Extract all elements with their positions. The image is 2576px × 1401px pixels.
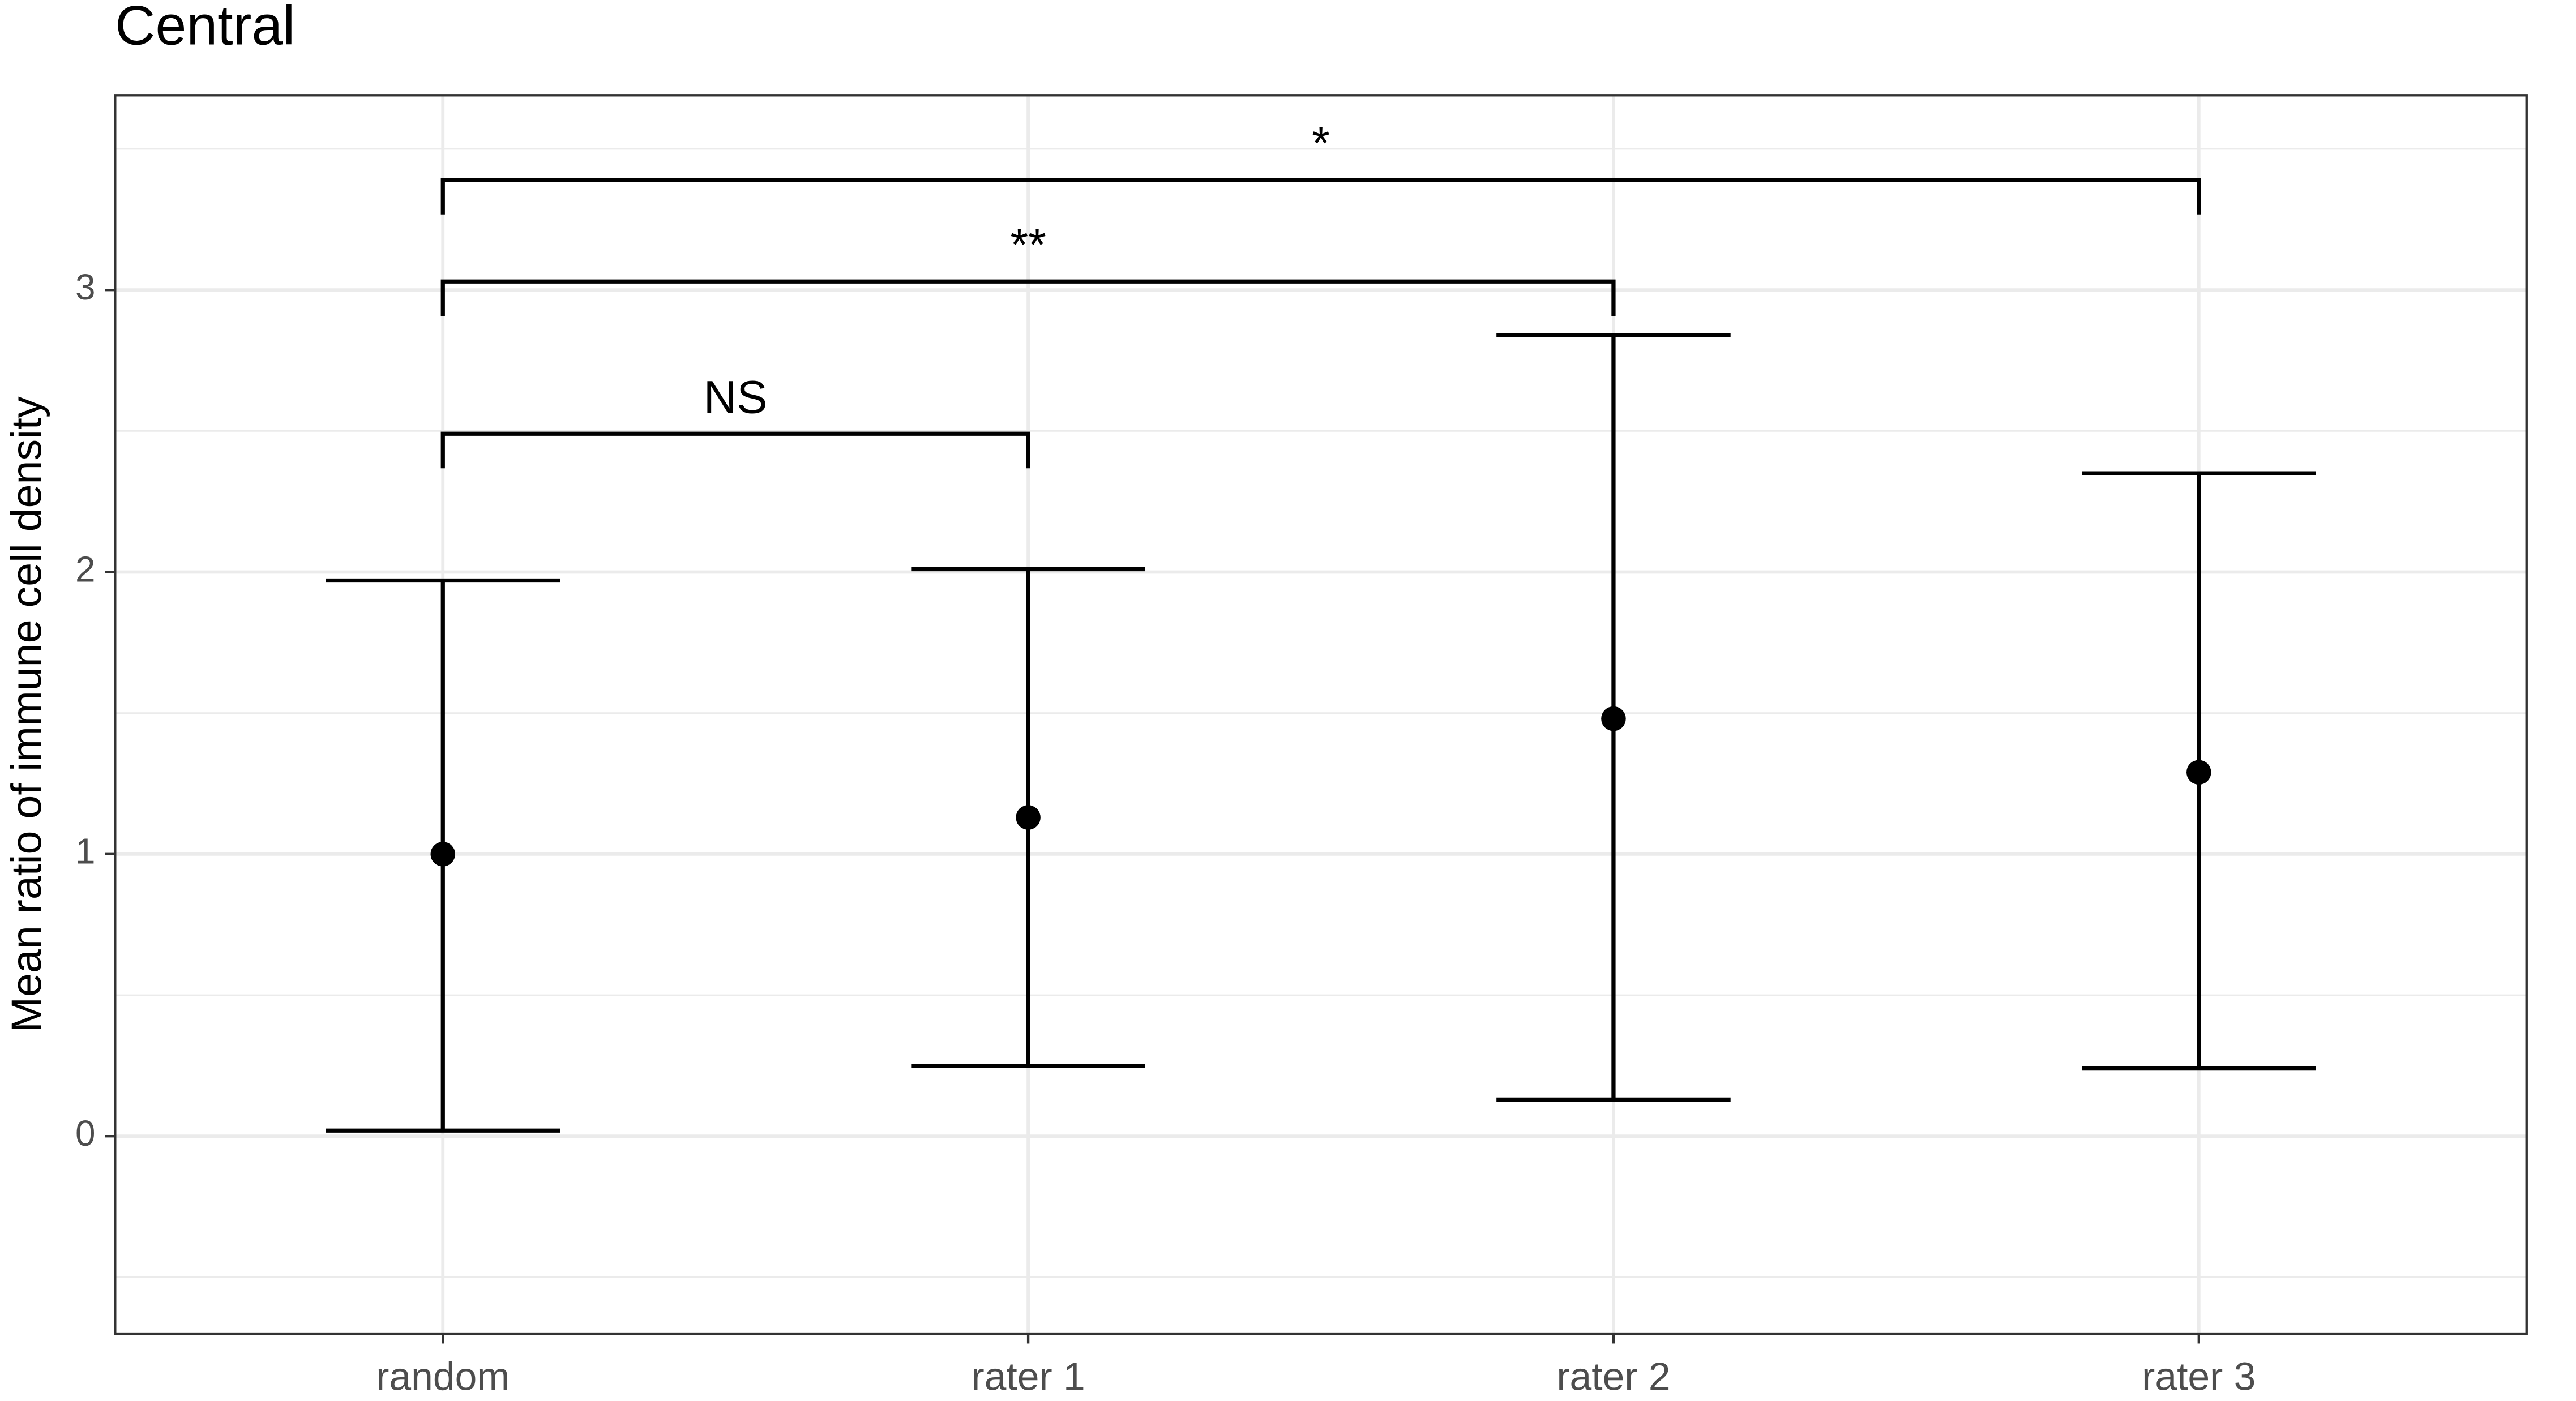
panel-border: [114, 94, 2528, 1335]
y-tick-label: 1: [75, 831, 96, 872]
point: [1601, 706, 1626, 731]
y-tick-label: 0: [75, 1113, 96, 1154]
point: [2186, 760, 2211, 785]
significance-label: *: [1312, 118, 1330, 169]
significance-bracket: [440, 431, 1030, 469]
x-tick-label: rater 2: [1556, 1355, 1670, 1399]
point: [1016, 805, 1041, 830]
x-tick-label: rater 3: [2142, 1355, 2256, 1399]
y-tick-label: 2: [75, 549, 96, 589]
significance-bracket: [440, 178, 2201, 215]
significance-bracket: [440, 279, 1616, 316]
x-tick-label: rater 1: [971, 1355, 1085, 1399]
y-axis-label: Mean ratio of immune cell density: [2, 396, 50, 1032]
x-tick-label: random: [376, 1355, 510, 1399]
significance-label: NS: [704, 372, 768, 423]
significance-label: **: [1010, 220, 1046, 271]
y-tick-label: 3: [75, 267, 96, 307]
chart-title: Central: [115, 0, 295, 56]
point: [430, 842, 456, 867]
